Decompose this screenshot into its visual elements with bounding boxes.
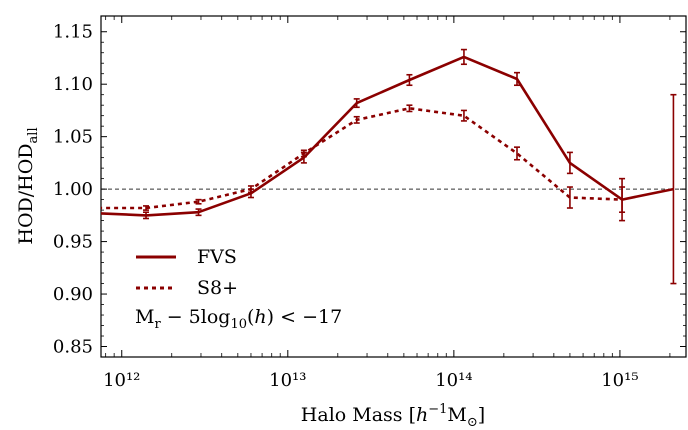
series-line-fvs bbox=[101, 55, 674, 217]
errorbar-s8 bbox=[513, 146, 520, 161]
x-axis-label: Halo Mass [h−1M⊙] bbox=[301, 402, 485, 430]
y-tick-label: 0.95 bbox=[53, 232, 93, 253]
errorbar-fvs bbox=[143, 211, 150, 220]
errorbar-s8 bbox=[460, 109, 467, 122]
legend-label-s8plus: S8+ bbox=[197, 277, 238, 299]
errorbar-fvs bbox=[460, 48, 467, 66]
x-tick-label: 10¹² bbox=[103, 370, 140, 391]
errorbar-fvs bbox=[353, 98, 360, 109]
errorbar-s8 bbox=[143, 205, 150, 211]
y-tick-label: 1.10 bbox=[53, 74, 93, 95]
axes-layer: 0.85 0.90 0.95 1.00 1.05 1.10 1.15 10¹² 10¹³ 10¹⁴… bbox=[53, 16, 686, 391]
x-tick-label: 10¹⁵ bbox=[601, 370, 638, 391]
annotation-magnitude-cut: Mr − 5log10(h) < −17 bbox=[135, 306, 342, 332]
x-tick-label: 10¹³ bbox=[269, 370, 306, 391]
y-tick-label: 0.85 bbox=[53, 337, 93, 358]
errorbar-s8 bbox=[406, 104, 413, 113]
errorbar-s8 bbox=[300, 149, 307, 158]
series-layer bbox=[101, 48, 677, 285]
y-tick-label: 1.15 bbox=[53, 22, 93, 43]
errorbar-s8 bbox=[566, 186, 573, 209]
errorbar-fvs bbox=[406, 73, 413, 87]
y-tick-label: 1.00 bbox=[53, 179, 93, 200]
errorbar-s8 bbox=[247, 185, 254, 194]
errorbar-fvs bbox=[566, 151, 573, 175]
errorbar-s8 bbox=[101, 205, 102, 211]
errorbar-fvs bbox=[670, 93, 677, 285]
legend: FVS S8+ bbox=[136, 246, 238, 299]
errorbar-fvs bbox=[195, 208, 202, 217]
x-tick-label: 10¹⁴ bbox=[435, 370, 472, 391]
errorbar-s8 bbox=[353, 115, 360, 124]
legend-label-fvs: FVS bbox=[197, 246, 237, 268]
errorbar-fvs bbox=[513, 71, 520, 87]
errorbar-s8 bbox=[195, 198, 202, 205]
errorbar-fvs bbox=[101, 209, 102, 218]
plot-frame bbox=[100, 15, 687, 358]
y-tick-label: 1.05 bbox=[53, 127, 93, 148]
y-axis-label: HOD/HODall bbox=[15, 127, 41, 244]
y-tick-label: 0.90 bbox=[53, 284, 93, 305]
errorbar-s8 bbox=[619, 186, 626, 214]
